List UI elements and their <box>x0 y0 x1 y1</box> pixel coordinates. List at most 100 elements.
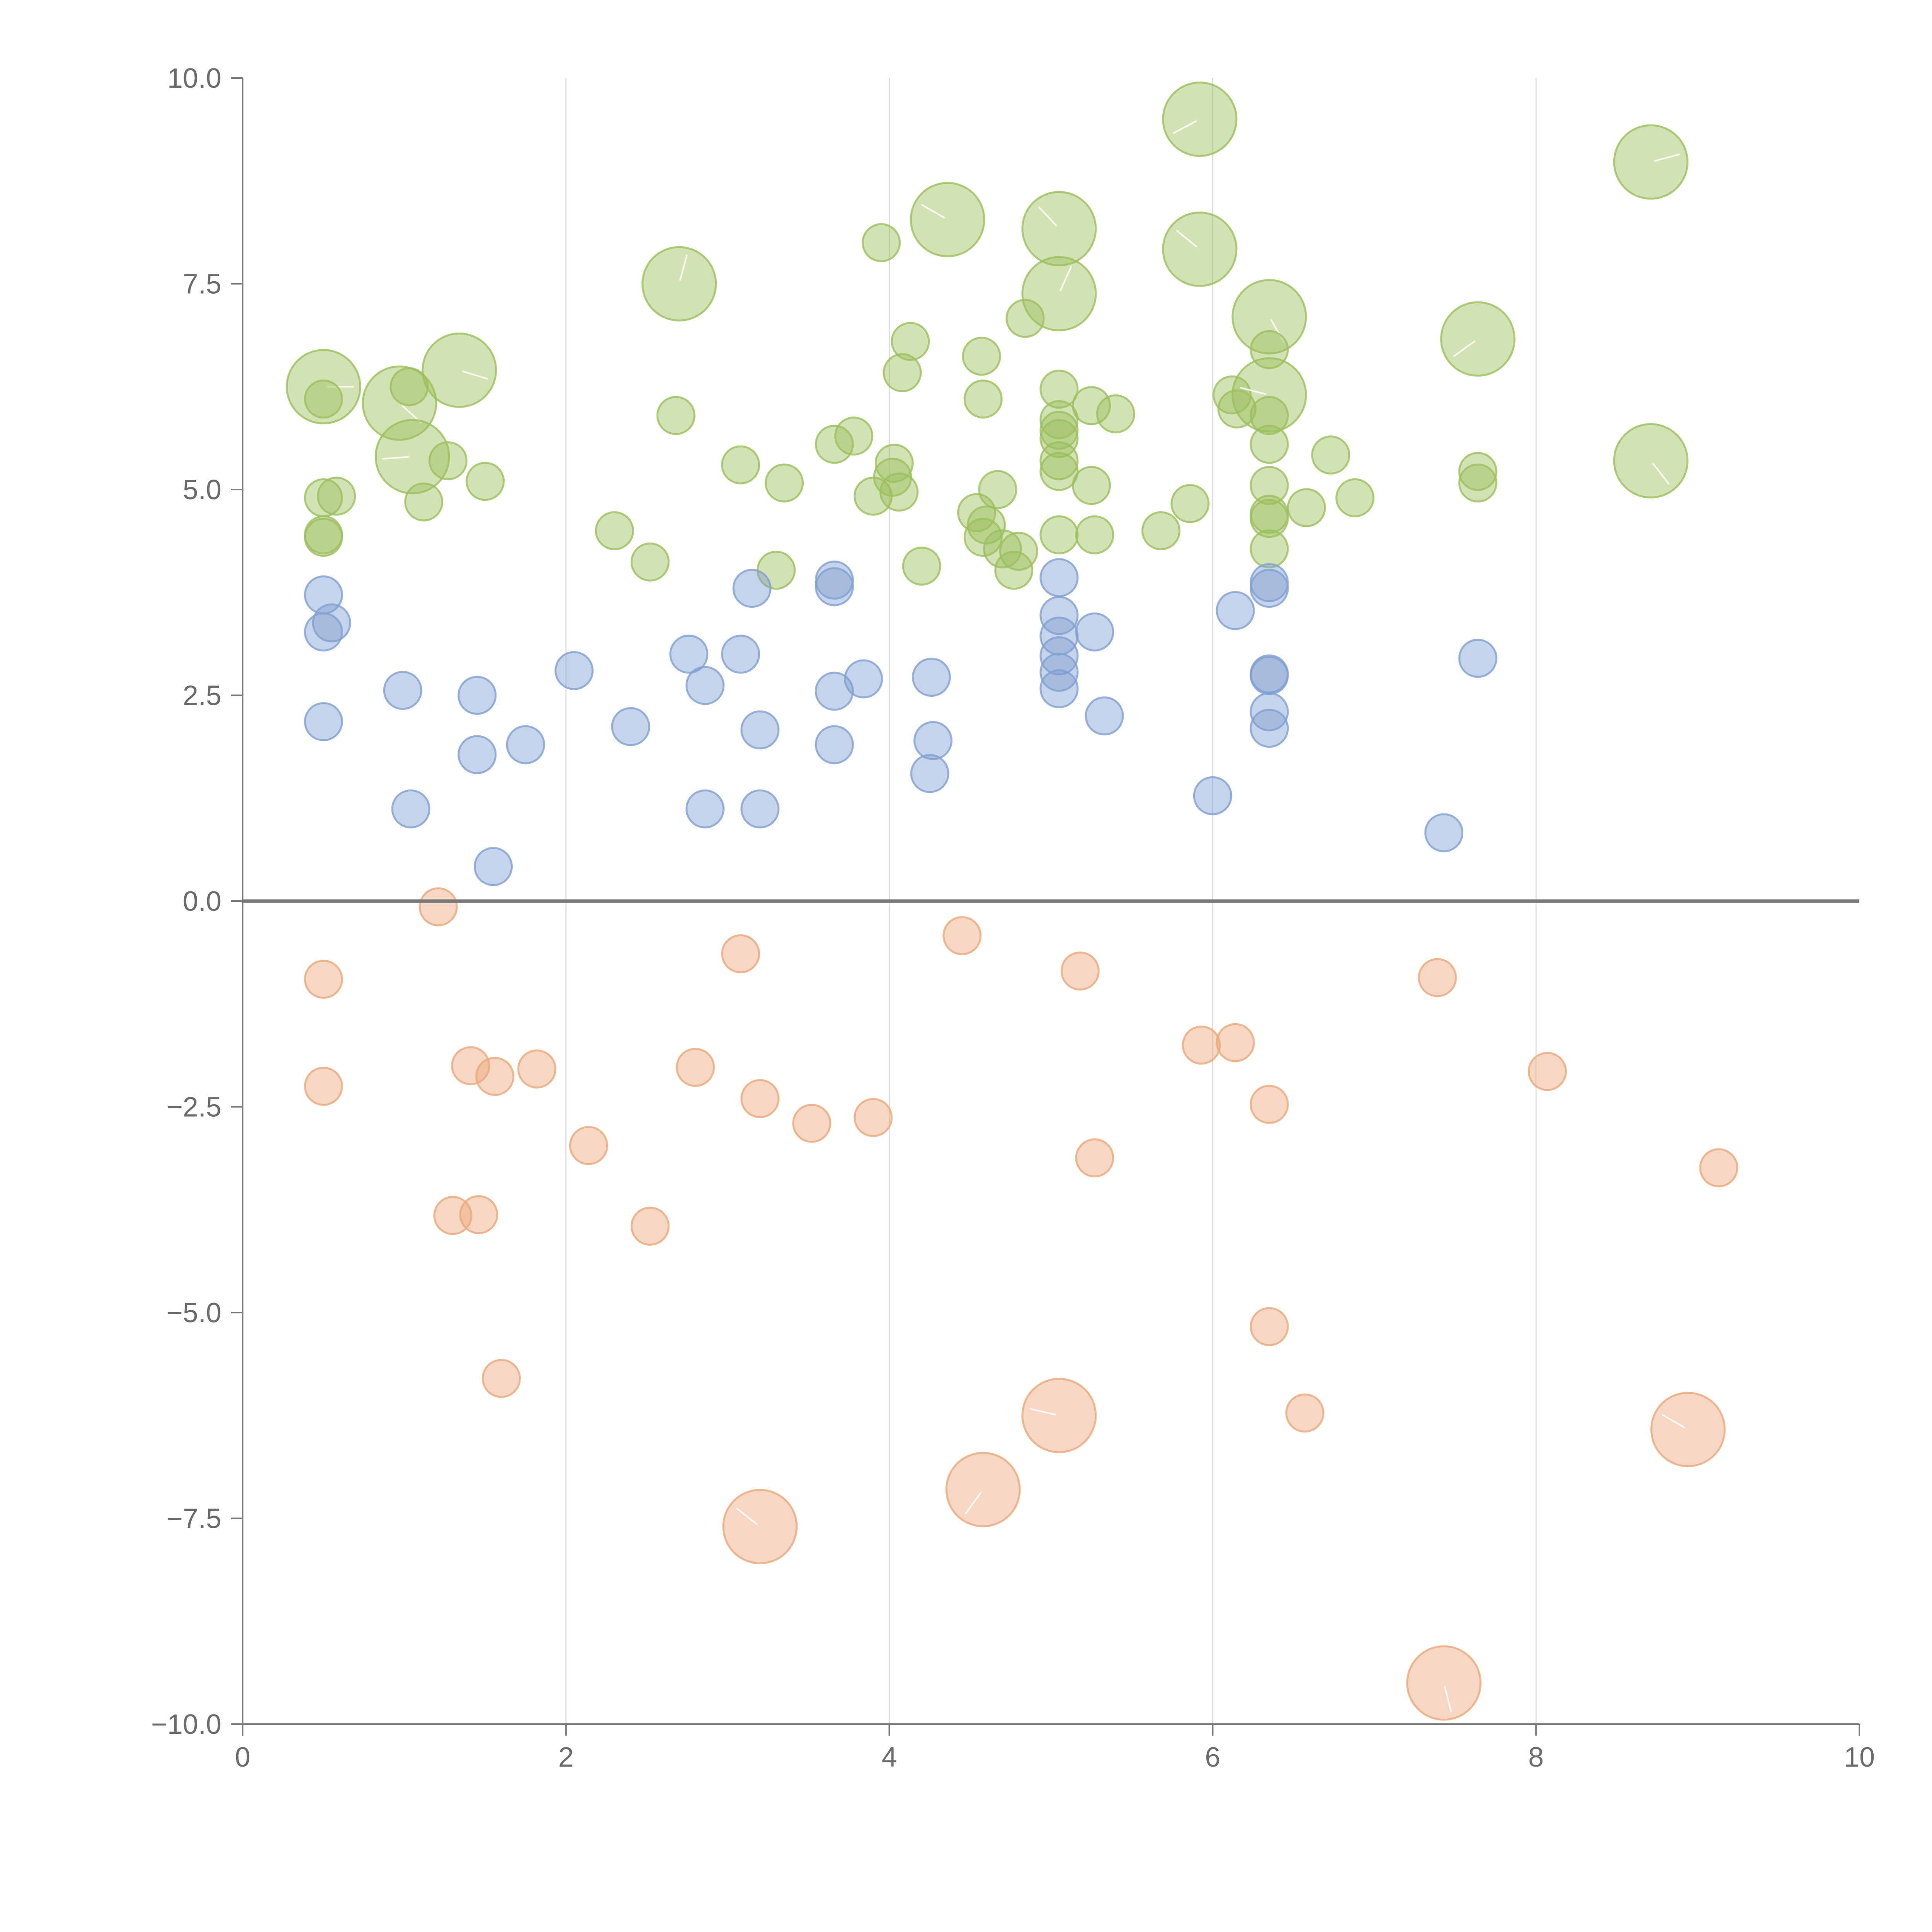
x-tick-label: 0 <box>235 1742 250 1773</box>
green-bubble <box>317 476 356 516</box>
x-tick-label: 6 <box>1205 1742 1220 1773</box>
green-bubble <box>595 511 634 550</box>
green-bubble-highlight <box>1652 463 1670 485</box>
green-bubble <box>389 367 429 406</box>
green-bubble <box>630 542 670 582</box>
blue-bubble <box>1216 591 1255 630</box>
green-bubble <box>1250 425 1289 464</box>
green-bubble-highlight <box>1653 153 1680 162</box>
blue-bubble <box>554 651 594 690</box>
green-bubble <box>1458 452 1498 491</box>
blue-bubble <box>1039 653 1079 692</box>
blue-bubble <box>815 567 854 606</box>
green-bubble <box>404 482 444 522</box>
blue-bubble <box>685 666 725 705</box>
orange-bubble <box>630 1206 670 1246</box>
green-bubble-highlight <box>1038 206 1058 227</box>
green-bubble <box>1039 419 1079 458</box>
green-bubble <box>1072 386 1111 425</box>
blue-bubble <box>1039 596 1079 635</box>
blue-bubble <box>685 789 725 828</box>
green-bubble <box>891 322 930 361</box>
blue-bubble <box>913 721 953 760</box>
blue-bubble <box>740 710 780 750</box>
green-bubble <box>1613 423 1689 498</box>
orange-bubble <box>451 1046 490 1085</box>
green-bubble <box>1039 515 1079 554</box>
blue-bubble <box>304 612 343 651</box>
orange-bubble <box>1075 1138 1114 1178</box>
green-bubble <box>1141 511 1181 550</box>
bubble-layer <box>286 82 1738 1721</box>
x-tick-label: 2 <box>558 1742 574 1773</box>
green-bubble <box>1075 515 1114 554</box>
green-bubble <box>1096 394 1135 434</box>
green-bubble <box>1250 529 1289 568</box>
green-bubble <box>902 546 941 586</box>
green-bubble <box>994 551 1034 590</box>
axis-layer <box>231 77 1860 1736</box>
blue-bubble <box>1250 569 1289 608</box>
blue-bubble <box>669 634 709 674</box>
orange-bubble <box>854 1098 893 1137</box>
y-tick-label: 2.5 <box>183 680 221 711</box>
green-bubble <box>1039 452 1079 491</box>
blue-bubble <box>1458 639 1498 678</box>
orange-bubble <box>1250 1085 1289 1124</box>
green-bubble <box>641 246 717 321</box>
orange-bubble <box>1527 1052 1567 1091</box>
orange-bubble <box>1418 958 1457 997</box>
green-bubble-highlight <box>1176 230 1198 248</box>
blue-bubble <box>732 569 772 608</box>
blue-bubble <box>815 725 854 764</box>
x-tick-label: 8 <box>1528 1742 1544 1773</box>
green-bubble <box>1311 435 1350 475</box>
orange-bubble <box>722 1489 798 1565</box>
green-bubble <box>1250 499 1289 538</box>
green-bubble <box>1005 299 1045 338</box>
orange-bubble-highlight <box>736 1508 758 1525</box>
orange-bubble-highlight <box>1662 1414 1685 1429</box>
tick-label-layer: 10.0 7.5 5.0 2.5 0.0 −2.5 −5.0 −7.5 −10.0 0 2 4 6 8 10 <box>151 63 1875 1773</box>
blue-bubble <box>1250 692 1289 731</box>
green-bubble <box>834 417 874 456</box>
green-bubble <box>999 532 1038 571</box>
blue-bubble <box>506 725 545 764</box>
blue-bubble <box>1250 656 1289 695</box>
blue-bubble <box>1250 709 1289 748</box>
green-bubble-highlight <box>1240 387 1267 395</box>
green-bubble <box>1250 396 1289 435</box>
blue-bubble <box>910 754 949 793</box>
green-bubble-highlight <box>462 371 488 380</box>
orange-bubble-highlight <box>965 1492 982 1514</box>
blue-bubble <box>1039 636 1079 675</box>
green-bubble <box>883 353 922 393</box>
orange-bubble <box>517 1049 556 1089</box>
green-bubble <box>304 518 343 557</box>
blue-bubble <box>740 789 780 828</box>
orange-bubble <box>792 1104 832 1143</box>
green-bubble <box>1287 488 1326 527</box>
green-bubble <box>879 472 919 512</box>
blue-bubble <box>1075 612 1114 651</box>
green-bubble <box>963 518 1003 557</box>
green-bubble <box>963 379 1003 419</box>
y-tick-label: −7.5 <box>167 1503 221 1534</box>
orange-bubble <box>304 1066 343 1106</box>
y-tick-label: 0.0 <box>183 886 221 917</box>
orange-bubble <box>721 934 760 973</box>
y-tick-label: −5.0 <box>167 1298 221 1328</box>
series-green <box>286 82 1689 590</box>
green-bubble <box>1170 484 1210 523</box>
green-bubble <box>862 223 901 262</box>
blue-bubble <box>1424 813 1464 852</box>
blue-bubble <box>815 672 854 711</box>
blue-bubble <box>1039 669 1079 708</box>
orange-bubble <box>1285 1393 1325 1433</box>
green-bubble <box>428 441 468 480</box>
green-bubble <box>721 445 760 485</box>
y-tick-label: 7.5 <box>183 269 221 300</box>
orange-bubble <box>1699 1148 1738 1187</box>
blue-bubble <box>912 658 951 697</box>
